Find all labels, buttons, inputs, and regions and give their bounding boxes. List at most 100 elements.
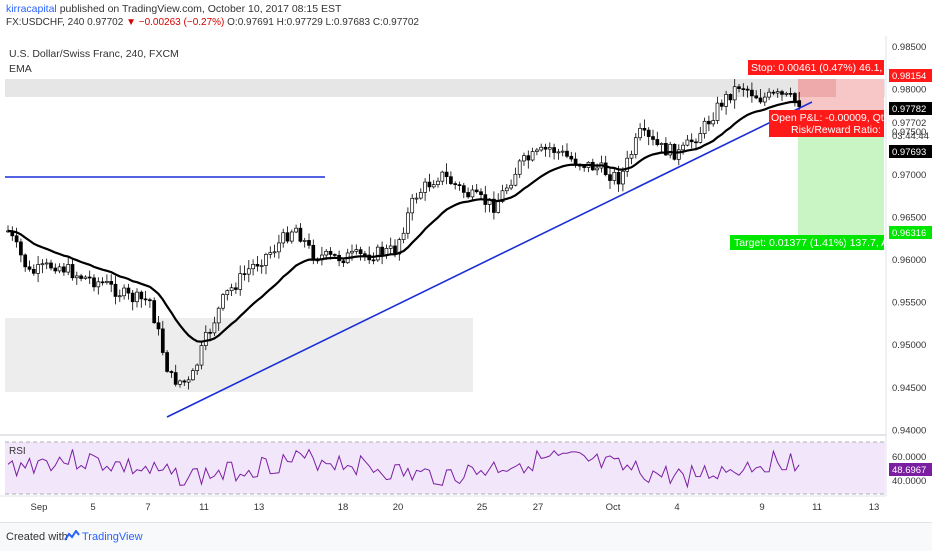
candle-body (797, 100, 802, 107)
candle-body (397, 239, 402, 255)
candle-body (543, 146, 548, 150)
candle-body (53, 267, 58, 272)
candle-body (341, 260, 346, 264)
candle-body (664, 143, 668, 156)
candle-body (707, 120, 711, 125)
price-chart[interactable]: U.S. Dollar/Swiss Franc, 240, FXCM EMA S… (0, 36, 932, 516)
last-price-tag (889, 102, 932, 115)
candle-body (414, 197, 419, 200)
time-tick-label: 13 (254, 502, 265, 513)
candle-body (681, 144, 685, 151)
candle-body (135, 291, 139, 303)
candle-body (793, 93, 797, 101)
candle-body (603, 162, 608, 176)
candle-body (281, 232, 286, 244)
candle-body (737, 86, 741, 89)
publish-text: published on TradingView.com, October 10… (56, 3, 342, 15)
price-tick-label: 0.95500 (892, 298, 926, 309)
candle-body (354, 249, 359, 252)
candle-body (221, 294, 225, 309)
candle-body (651, 136, 655, 140)
candle-body (530, 151, 535, 161)
candle-body (126, 287, 131, 294)
candle-body (638, 127, 642, 139)
candle-body (44, 262, 49, 265)
candle-body (689, 139, 694, 143)
symbol-label[interactable]: FX:USDCHF, 240 (6, 17, 85, 28)
candle-body (109, 281, 114, 285)
candle-body (272, 251, 277, 254)
price-tick-label: 0.96500 (892, 212, 926, 223)
tradingview-link[interactable]: TradingView (82, 531, 143, 543)
candle-body (178, 380, 182, 385)
support-zone (5, 318, 473, 392)
candle-body (212, 322, 217, 334)
price-tick-label: 0.97000 (892, 170, 926, 181)
candle-body (401, 232, 406, 240)
author-link[interactable]: kirracapital (6, 3, 57, 15)
time-axis[interactable]: Sep 5 7 11 13 18 20 25 27 Oct 4 9 11 13 (31, 502, 880, 513)
candle-body (139, 291, 144, 300)
time-tick-label: 13 (869, 502, 880, 513)
candle-body (14, 235, 19, 243)
candle-body (500, 190, 505, 202)
rsi-tick-40: 40.0000 (892, 476, 926, 487)
candle-body (173, 372, 178, 385)
candle-body (642, 127, 647, 131)
candle-body (113, 283, 118, 297)
candle-body (418, 192, 423, 199)
candle-body (294, 227, 298, 233)
candle-body (694, 141, 698, 144)
candle-body (526, 155, 531, 161)
ema-line (7, 100, 800, 343)
candle-body (444, 171, 449, 178)
candle-body (388, 245, 393, 249)
trendline[interactable] (166, 101, 813, 418)
rsi-band (5, 442, 885, 494)
rsi-legend: RSI (9, 446, 26, 457)
candle-body (328, 250, 333, 255)
candle-body (302, 240, 307, 242)
candle-body (479, 191, 483, 195)
candle-body (255, 263, 260, 267)
candle-body (105, 281, 109, 283)
candle-body (57, 266, 62, 272)
countdown-text: 03:44:44 (892, 131, 929, 142)
candle-body (229, 287, 234, 292)
candle-body (66, 264, 71, 273)
candle-body (449, 176, 453, 184)
candle-body (195, 364, 200, 371)
candle-body (259, 265, 264, 267)
price-change: ▼ −0.00263 (−0.27%) (126, 17, 225, 28)
candle-body (324, 250, 329, 256)
stop-tag-text: Stop: 0.00461 (0.47%) 46.1, Am (751, 62, 901, 74)
candle-body (504, 187, 509, 192)
time-tick-label: Sep (31, 502, 48, 513)
candle-body (83, 276, 88, 279)
candle-body (74, 275, 79, 279)
candle-body (569, 155, 574, 160)
tradingview-logo-icon (64, 530, 80, 541)
candle-body (70, 264, 75, 279)
candle-body (431, 184, 436, 188)
candle-body (143, 298, 148, 301)
candle-body (629, 154, 634, 159)
candle-body (363, 253, 367, 256)
candle-body (350, 250, 354, 254)
price-tick-label: 0.94000 (892, 425, 926, 436)
candle-body (767, 91, 771, 98)
candle-body (203, 331, 208, 346)
candle-body (165, 352, 169, 372)
candle-body (453, 183, 458, 185)
footer: Created with TradingView (0, 522, 932, 551)
price-axis[interactable]: 0.98500 0.98000 0.97500 0.97000 0.96500 0.960… (892, 42, 926, 436)
candle-body (289, 231, 294, 242)
candle-body (160, 328, 165, 353)
candle-body (496, 201, 501, 213)
time-tick-label: 9 (759, 502, 764, 513)
candle-body (208, 331, 212, 334)
time-tick-label: 11 (199, 502, 209, 513)
candle-body (79, 275, 83, 279)
candle-body (560, 150, 565, 153)
pnl-tag-text: Open P&L: -0.00009, Qty: 5 (771, 112, 901, 124)
